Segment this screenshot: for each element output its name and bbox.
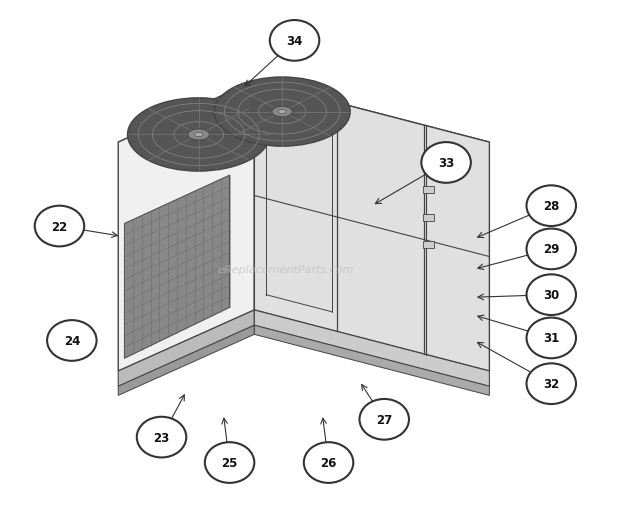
Circle shape: [270, 21, 319, 62]
Polygon shape: [118, 82, 489, 204]
Circle shape: [35, 206, 84, 247]
Text: 23: 23: [153, 431, 170, 444]
Circle shape: [304, 442, 353, 483]
Polygon shape: [125, 176, 229, 358]
Circle shape: [526, 318, 576, 358]
Text: 33: 33: [438, 157, 454, 169]
Circle shape: [526, 229, 576, 270]
Text: 25: 25: [221, 456, 237, 469]
Circle shape: [526, 275, 576, 316]
Text: 27: 27: [376, 413, 392, 426]
Text: 32: 32: [543, 378, 559, 390]
Text: 30: 30: [543, 289, 559, 302]
Ellipse shape: [214, 78, 350, 147]
Polygon shape: [118, 310, 254, 386]
FancyBboxPatch shape: [423, 187, 434, 194]
Circle shape: [526, 186, 576, 227]
Circle shape: [137, 417, 186, 458]
Ellipse shape: [278, 110, 286, 115]
Text: 29: 29: [543, 243, 559, 256]
Ellipse shape: [195, 133, 203, 137]
Text: eReplacementParts.com: eReplacementParts.com: [217, 265, 353, 275]
Text: 24: 24: [64, 334, 80, 347]
Polygon shape: [254, 82, 489, 371]
FancyBboxPatch shape: [423, 214, 434, 221]
Polygon shape: [254, 326, 489, 395]
Circle shape: [205, 442, 254, 483]
Polygon shape: [118, 326, 254, 395]
Circle shape: [526, 363, 576, 404]
Polygon shape: [254, 310, 489, 386]
FancyBboxPatch shape: [423, 242, 434, 249]
Text: 34: 34: [286, 35, 303, 48]
Circle shape: [360, 399, 409, 440]
Circle shape: [47, 321, 97, 361]
Circle shape: [422, 143, 471, 183]
Text: 26: 26: [321, 456, 337, 469]
Text: 31: 31: [543, 332, 559, 345]
Ellipse shape: [188, 130, 210, 140]
Text: 28: 28: [543, 200, 559, 213]
Ellipse shape: [128, 99, 270, 172]
Text: 22: 22: [51, 220, 68, 233]
Ellipse shape: [272, 107, 293, 118]
Polygon shape: [118, 82, 254, 371]
